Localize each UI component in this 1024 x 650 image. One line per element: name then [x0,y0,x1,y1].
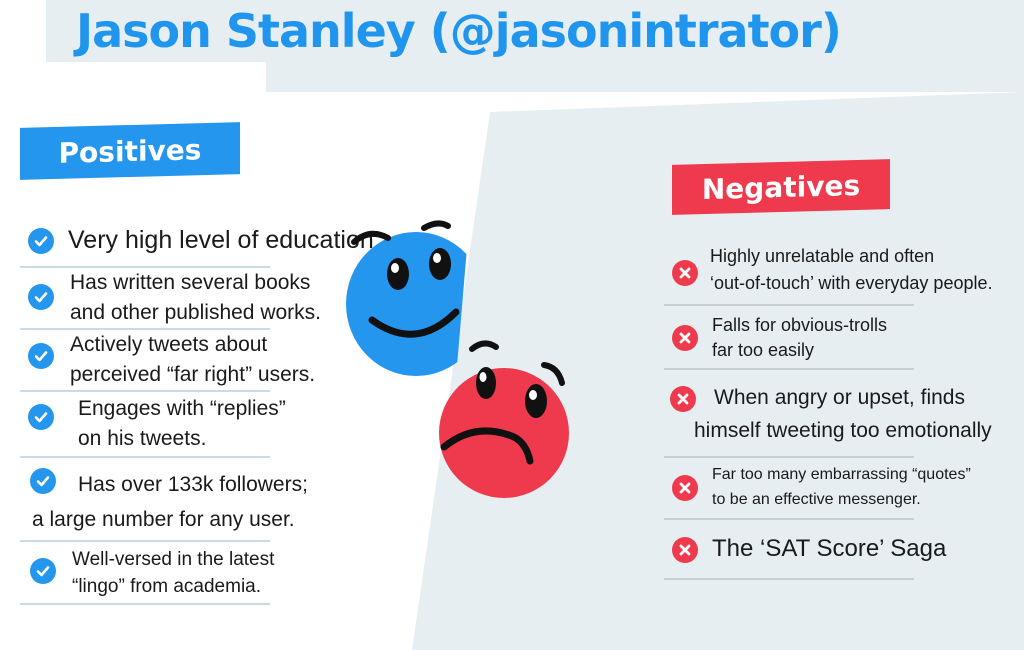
negative-item-line2: to be an effective messenger. [712,491,921,508]
negative-item-line2: ‘out-of-touch’ with everyday people. [710,273,993,293]
divider [664,518,914,520]
divider [664,368,914,370]
x-circle-icon [670,386,696,412]
divider [20,390,270,392]
x-circle-icon [672,260,698,286]
positive-item-line2: and other published works. [70,301,321,324]
positive-item-line1: Very high level of education [68,226,374,254]
negative-item-line1: Far too many embarrassing “quotes” [712,466,971,483]
negative-item-line1: The ‘SAT Score’ Saga [712,535,947,562]
negatives-heading: Negatives [672,159,890,215]
page-title: Jason Stanley (@jasonintrator) [76,4,842,58]
positive-item-line2: perceived “far right” users. [70,363,316,386]
title-band-extension [266,62,1024,92]
positive-item-line1: Well-versed in the latest [72,549,275,570]
divider [20,540,270,542]
positive-item-line1: Has over 133k followers; [78,473,308,496]
check-circle-icon [30,468,56,494]
divider [20,603,270,605]
frowning-face-icon [439,340,569,498]
negative-item-line2: far too easily [712,340,815,360]
positive-item-line1: Engages with “replies” [78,397,286,420]
positives-heading: Positives [20,122,240,180]
smiling-face-icon [346,220,470,376]
check-circle-icon [28,228,54,254]
check-circle-icon [28,404,54,430]
divider [664,578,914,580]
negative-item-line1: When angry or upset, finds [714,386,965,409]
check-circle-icon [30,558,56,584]
negative-item-line1: Highly unrelatable and often [710,246,935,266]
divider [20,328,270,330]
positive-item-line2: on his tweets. [78,427,207,450]
positive-item-line2: “lingo” from academia. [72,576,262,597]
x-circle-icon [672,475,698,501]
check-circle-icon [28,343,54,369]
x-circle-icon [672,325,698,351]
negative-item-line2: himself tweeting too emotionally [694,419,992,442]
divider [20,456,270,458]
positive-item-line1: Actively tweets about [70,333,268,356]
title-band [46,0,1024,62]
positive-item-line2: a large number for any user. [32,508,295,531]
x-circle-icon [672,537,698,563]
negative-item-line1: Falls for obvious-trolls [712,315,888,335]
divider [664,304,914,306]
positive-item-line1: Has written several books [70,271,311,294]
divider [20,266,270,268]
divider [664,456,914,458]
check-circle-icon [28,284,54,310]
